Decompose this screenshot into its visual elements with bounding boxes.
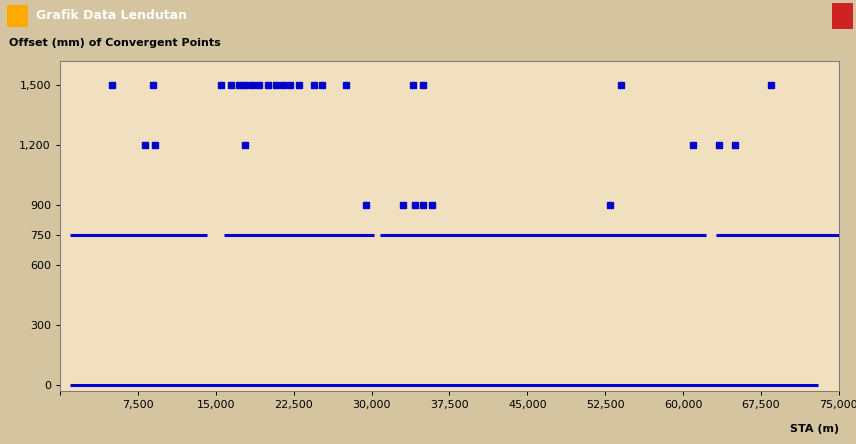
FancyBboxPatch shape: [832, 3, 853, 29]
Text: Offset (mm) of Convergent Points: Offset (mm) of Convergent Points: [9, 38, 221, 48]
Text: X: X: [839, 11, 846, 21]
FancyBboxPatch shape: [7, 5, 28, 27]
Text: Grafik Data Lendutan: Grafik Data Lendutan: [36, 9, 187, 23]
Text: STA (m): STA (m): [790, 424, 839, 434]
